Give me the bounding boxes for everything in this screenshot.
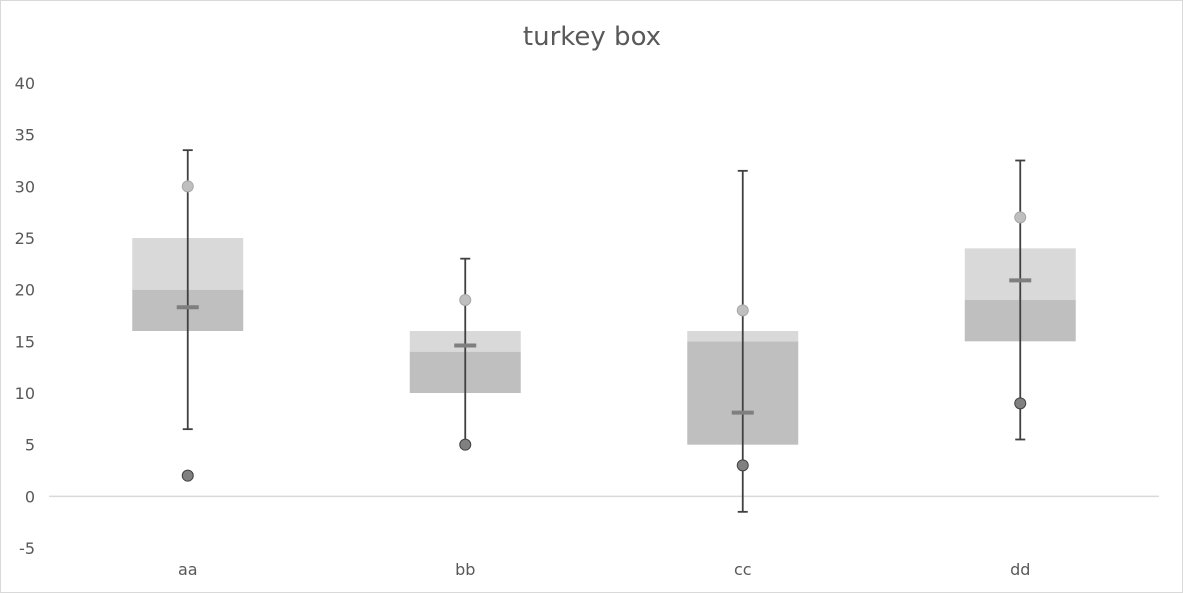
x-category-label: dd bbox=[1010, 560, 1030, 579]
y-tick-label: 20 bbox=[15, 281, 35, 300]
max-point-cc bbox=[736, 304, 749, 317]
y-tick-label: 30 bbox=[15, 177, 35, 196]
y-tick-label: 15 bbox=[15, 332, 35, 351]
y-tick-label: 0 bbox=[25, 487, 35, 506]
box-series bbox=[132, 149, 1076, 513]
min-point-bb bbox=[459, 438, 472, 451]
x-category-label: aa bbox=[178, 560, 198, 579]
min-point-cc bbox=[736, 459, 749, 472]
y-tick-label: 5 bbox=[25, 436, 35, 455]
x-category-label: bb bbox=[455, 560, 475, 579]
y-tick-label: 40 bbox=[15, 74, 35, 93]
box-group-cc bbox=[687, 169, 799, 513]
box-group-aa bbox=[132, 149, 244, 482]
min-point-aa bbox=[181, 469, 194, 482]
box-group-dd bbox=[964, 159, 1076, 441]
max-point-bb bbox=[459, 294, 472, 306]
y-tick-label: 10 bbox=[15, 384, 35, 403]
y-tick-label: 35 bbox=[15, 126, 35, 145]
max-point-dd bbox=[1014, 211, 1027, 224]
x-category-label: cc bbox=[734, 560, 752, 579]
x-axis-category-labels: aa bb cc dd bbox=[178, 560, 1030, 579]
y-tick-label: -5 bbox=[19, 539, 35, 558]
max-point-aa bbox=[181, 180, 194, 193]
y-tick-label: 25 bbox=[15, 229, 35, 248]
chart-title: turkey box bbox=[523, 22, 661, 52]
box-group-bb bbox=[409, 257, 521, 451]
y-axis-tick-labels: 40 35 30 25 20 15 10 5 0 -5 bbox=[15, 74, 35, 558]
min-point-dd bbox=[1014, 397, 1027, 410]
